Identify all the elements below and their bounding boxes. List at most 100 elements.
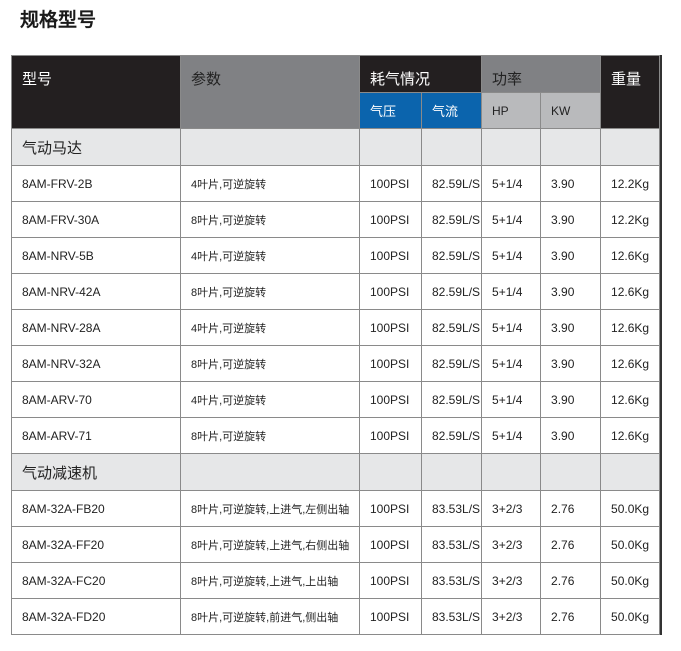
cell-weight: 50.0Kg <box>600 562 661 599</box>
cell-hp: 5+1/4 <box>481 165 542 202</box>
cell-model: 8AM-32A-FD20 <box>11 598 181 635</box>
cell-pressure: 100PSI <box>359 381 422 418</box>
cell-model: 8AM-32A-FC20 <box>11 562 181 599</box>
cell-kw: 3.90 <box>540 345 602 382</box>
cell-params: 8叶片,可逆旋转,上进气,右侧出轴 <box>180 526 360 563</box>
cell-params: 8叶片,可逆旋转 <box>180 273 360 310</box>
cell-weight: 12.6Kg <box>600 345 661 382</box>
section-cell <box>180 128 360 166</box>
table-row: 8AM-32A-FF20 8叶片,可逆旋转,上进气,右侧出轴 100PSI 83.53… <box>11 526 661 563</box>
table-row: 8AM-FRV-30A 8叶片,可逆旋转 100PSI 82.59L/S 5+1/4 3.… <box>11 201 661 238</box>
section-cell <box>481 453 542 491</box>
cell-kw: 3.90 <box>540 201 602 238</box>
cell-kw: 2.76 <box>540 598 602 635</box>
table-row: 8AM-NRV-28A 4叶片,可逆旋转 100PSI 82.59L/S 5+1/4 3.… <box>11 309 661 346</box>
section-cell <box>420 128 483 166</box>
cell-pressure: 100PSI <box>359 526 422 563</box>
cell-hp: 3+2/3 <box>481 490 542 527</box>
cell-flow: 83.53L/S <box>420 490 483 527</box>
cell-kw: 2.76 <box>540 490 602 527</box>
table-row: 8AM-32A-FB20 8叶片,可逆旋转,上进气,左侧出轴 100PSI 83.53… <box>11 490 661 527</box>
cell-kw: 2.76 <box>540 562 602 599</box>
cell-pressure: 100PSI <box>359 562 422 599</box>
cell-flow: 82.59L/S <box>420 273 483 310</box>
table-row: 8AM-NRV-32A 8叶片,可逆旋转 100PSI 82.59L/S 5+1/4 3.… <box>11 345 661 382</box>
header-kw: KW <box>540 92 602 129</box>
cell-model: 8AM-ARV-71 <box>11 417 181 454</box>
cell-flow: 83.53L/S <box>420 526 483 563</box>
table-row: 8AM-NRV-5B 4叶片,可逆旋转 100PSI 82.59L/S 5+1/4 3.9… <box>11 237 661 274</box>
section-title: 气动马达 <box>11 128 181 166</box>
cell-model: 8AM-ARV-70 <box>11 381 181 418</box>
cell-params: 8叶片,可逆旋转,上进气,上出轴 <box>180 562 360 599</box>
cell-pressure: 100PSI <box>359 201 422 238</box>
cell-weight: 12.6Kg <box>600 417 661 454</box>
cell-kw: 3.90 <box>540 165 602 202</box>
cell-params: 8叶片,可逆旋转 <box>180 345 360 382</box>
cell-flow: 82.59L/S <box>420 381 483 418</box>
header-pressure: 气压 <box>359 92 422 129</box>
cell-weight: 12.6Kg <box>600 237 661 274</box>
cell-flow: 82.59L/S <box>420 165 483 202</box>
cell-hp: 3+2/3 <box>481 562 542 599</box>
cell-hp: 5+1/4 <box>481 345 542 382</box>
cell-weight: 12.6Kg <box>600 309 661 346</box>
cell-params: 4叶片,可逆旋转 <box>180 309 360 346</box>
cell-flow: 83.53L/S <box>420 562 483 599</box>
cell-params: 4叶片,可逆旋转 <box>180 165 360 202</box>
section-cell <box>540 128 602 166</box>
cell-kw: 3.90 <box>540 417 602 454</box>
table-row: 8AM-NRV-42A 8叶片,可逆旋转 100PSI 82.59L/S 5+1/4 3.… <box>11 273 661 310</box>
section-cell <box>540 453 602 491</box>
cell-kw: 2.76 <box>540 526 602 563</box>
cell-pressure: 100PSI <box>359 237 422 274</box>
header-flow: 气流 <box>420 92 483 129</box>
cell-hp: 5+1/4 <box>481 381 542 418</box>
cell-flow: 82.59L/S <box>420 309 483 346</box>
cell-pressure: 100PSI <box>359 345 422 382</box>
cell-hp: 3+2/3 <box>481 526 542 563</box>
cell-weight: 50.0Kg <box>600 526 661 563</box>
cell-pressure: 100PSI <box>359 417 422 454</box>
cell-params: 8叶片,可逆旋转,前进气,侧出轴 <box>180 598 360 635</box>
cell-hp: 5+1/4 <box>481 201 542 238</box>
header-hp: HP <box>481 92 542 129</box>
cell-weight: 12.6Kg <box>600 273 661 310</box>
cell-model: 8AM-FRV-2B <box>11 165 181 202</box>
cell-flow: 82.59L/S <box>420 237 483 274</box>
section-cell <box>600 128 661 166</box>
table-row: 8AM-ARV-70 4叶片,可逆旋转 100PSI 82.59L/S 5+1/4 3.9… <box>11 381 661 418</box>
cell-kw: 3.90 <box>540 273 602 310</box>
section-cell <box>359 453 422 491</box>
cell-params: 4叶片,可逆旋转 <box>180 381 360 418</box>
cell-weight: 12.6Kg <box>600 381 661 418</box>
cell-model: 8AM-NRV-42A <box>11 273 181 310</box>
cell-model: 8AM-NRV-5B <box>11 237 181 274</box>
cell-weight: 12.2Kg <box>600 165 661 202</box>
cell-flow: 82.59L/S <box>420 201 483 238</box>
cell-kw: 3.90 <box>540 309 602 346</box>
table-row: 8AM-32A-FC20 8叶片,可逆旋转,上进气,上出轴 100PSI 83.53L… <box>11 562 661 599</box>
cell-weight: 12.2Kg <box>600 201 661 238</box>
cell-model: 8AM-NRV-28A <box>11 309 181 346</box>
cell-params: 4叶片,可逆旋转 <box>180 237 360 274</box>
cell-kw: 3.90 <box>540 237 602 274</box>
header-weight: 重量 <box>600 55 661 129</box>
section-cell <box>600 453 661 491</box>
cell-pressure: 100PSI <box>359 490 422 527</box>
cell-hp: 5+1/4 <box>481 237 542 274</box>
cell-params: 8叶片,可逆旋转 <box>180 201 360 238</box>
section-cell <box>420 453 483 491</box>
section-row: 气动减速机 <box>11 453 661 491</box>
section-title: 气动减速机 <box>11 453 181 491</box>
header-model: 型号 <box>11 55 181 129</box>
header-consumption: 耗气情况 <box>358 55 483 93</box>
cell-params: 8叶片,可逆旋转,上进气,左侧出轴 <box>180 490 360 527</box>
cell-pressure: 100PSI <box>359 273 422 310</box>
cell-pressure: 100PSI <box>359 598 422 635</box>
table-row: 8AM-32A-FD20 8叶片,可逆旋转,前进气,侧出轴 100PSI 83.53L… <box>11 598 661 635</box>
cell-pressure: 100PSI <box>359 165 422 202</box>
cell-hp: 3+2/3 <box>481 598 542 635</box>
cell-kw: 3.90 <box>540 381 602 418</box>
cell-hp: 5+1/4 <box>481 417 542 454</box>
